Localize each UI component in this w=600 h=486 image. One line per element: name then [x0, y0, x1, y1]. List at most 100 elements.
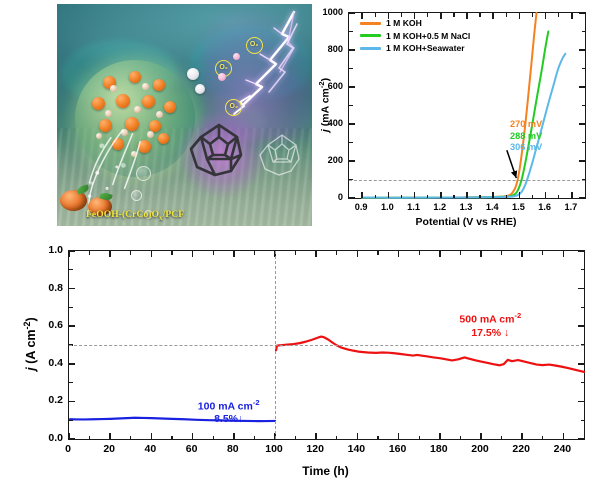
x-tick-label: 240 [553, 443, 572, 455]
schematic-caption-label: FeOOH-(CrCo)Ox/PCF [86, 210, 185, 222]
legend-label: 1 M KOH+0.5 M NaCl [386, 30, 471, 41]
x-minor-tick-top [374, 13, 376, 17]
y-minor-tick [69, 419, 73, 421]
catalyst-particle [59, 190, 87, 212]
x-tick-top [361, 13, 363, 19]
x-tick [439, 433, 441, 439]
x-tick-top [544, 13, 547, 19]
x-tick-top [356, 251, 359, 257]
legend-item: 1 M KOH+0.5 M NaCl [360, 31, 470, 41]
series-line [274, 335, 586, 373]
x-minor-tick-top [418, 251, 420, 255]
y-minor-tick-right [581, 178, 585, 181]
x-tick [387, 192, 390, 198]
x-minor-tick-top [500, 251, 503, 255]
y-tick-label: 0.6 [48, 319, 63, 332]
x-minor-tick-top [171, 251, 173, 255]
x-tick-top [68, 251, 70, 257]
x-minor-tick [459, 435, 462, 439]
x-minor-tick-top [294, 251, 297, 255]
x-tick-top [233, 251, 235, 257]
y-tick-label: 1000 [322, 7, 343, 17]
x-tick-label: 1.2 [433, 202, 447, 212]
oxygen-molecule-icon: O₂ [225, 99, 243, 117]
y-minor-tick [349, 141, 353, 144]
x-minor-tick [294, 435, 297, 439]
x-minor-tick-top [542, 251, 544, 255]
y-minor-tick-right [580, 269, 584, 271]
x-minor-tick-top [253, 251, 256, 255]
y-tick-right [578, 363, 584, 365]
stability-x-axis-title: Time (h) [302, 464, 349, 478]
x-tick [521, 433, 523, 439]
x-tick [109, 433, 111, 439]
y-tick [349, 123, 355, 125]
y-tick-right [579, 49, 585, 51]
y-tick-label: 400 [327, 118, 343, 128]
x-minor-tick-top [453, 13, 455, 17]
x-minor-tick-top [558, 13, 560, 17]
x-tick [466, 192, 468, 198]
y-tick-label: 200 [327, 155, 343, 165]
overpotential-annotation-nacl: 288 mV [510, 130, 543, 141]
y-minor-tick [349, 104, 353, 107]
x-tick-label: 40 [144, 443, 157, 455]
x-tick [413, 192, 416, 198]
lsv-legend: 1 M KOH 1 M KOH+0.5 M NaCl 1 M KOH+Seawa… [360, 18, 470, 53]
y-tick-label: 600 [327, 81, 343, 91]
schematic-illustration-panel: O₂ O₂ O₂ [57, 4, 312, 226]
stability-annotation-100: 100 mA cm-2 8.5%↓ [197, 397, 260, 426]
x-minor-tick [453, 194, 455, 198]
y-tick-right [578, 250, 584, 252]
x-tick-top [109, 251, 111, 257]
stability-y-axis-title: j (A cm-2) [21, 317, 39, 371]
y-tick-label: 0 [337, 192, 343, 202]
x-tick-top [397, 251, 400, 257]
y-tick [69, 363, 75, 365]
x-tick-label: 100 [265, 443, 283, 455]
x-tick-label: 220 [512, 443, 530, 455]
x-minor-tick [130, 435, 132, 439]
stability-annotation-500: 500 mA cm-2 17.5% ↓ [459, 311, 522, 339]
x-tick [361, 192, 363, 198]
lsv-curves [361, 12, 567, 199]
y-minor-tick-right [580, 381, 584, 384]
x-tick-top [439, 13, 442, 19]
y-minor-tick-right [581, 30, 585, 33]
lsv-chart-panel: 1 M KOH 1 M KOH+0.5 M NaCl 1 M KOH+Seawa… [316, 0, 600, 232]
y-tick-right [578, 400, 584, 403]
y-tick [69, 325, 75, 327]
x-tick [492, 192, 495, 198]
hydrogen-molecule-icon [187, 68, 200, 81]
lsv-x-axis-title: Potential (V vs RHE) [415, 216, 517, 228]
legend-label: 1 M KOH+Seawater [386, 43, 465, 53]
x-tick [480, 433, 482, 439]
x-tick-label: 1.3 [459, 202, 473, 212]
x-minor-tick-top [212, 251, 214, 255]
x-tick [68, 433, 70, 439]
x-tick-top [150, 251, 153, 257]
x-minor-tick-top [88, 251, 91, 255]
x-tick-label: 80 [226, 443, 239, 455]
ion-icon [232, 52, 240, 60]
reference-dashed-line [349, 179, 585, 181]
y-minor-tick-right [581, 141, 585, 144]
lsv-plot-area [348, 12, 586, 199]
x-tick [274, 433, 276, 439]
series-line [68, 416, 277, 423]
x-minor-tick [88, 435, 91, 439]
y-minor-tick-right [580, 306, 584, 309]
x-tick-top [571, 13, 573, 19]
x-minor-tick [374, 194, 376, 198]
y-tick-right [578, 325, 584, 327]
x-tick-label: 140 [347, 443, 366, 455]
x-minor-tick [479, 194, 481, 198]
x-minor-tick [336, 435, 338, 439]
y-tick [349, 197, 355, 199]
stability-curves [68, 335, 586, 423]
carbon-cage-ghost [256, 131, 308, 181]
x-minor-tick-top [531, 13, 534, 17]
reference-dashed-line [69, 345, 584, 346]
x-minor-tick [542, 435, 544, 439]
